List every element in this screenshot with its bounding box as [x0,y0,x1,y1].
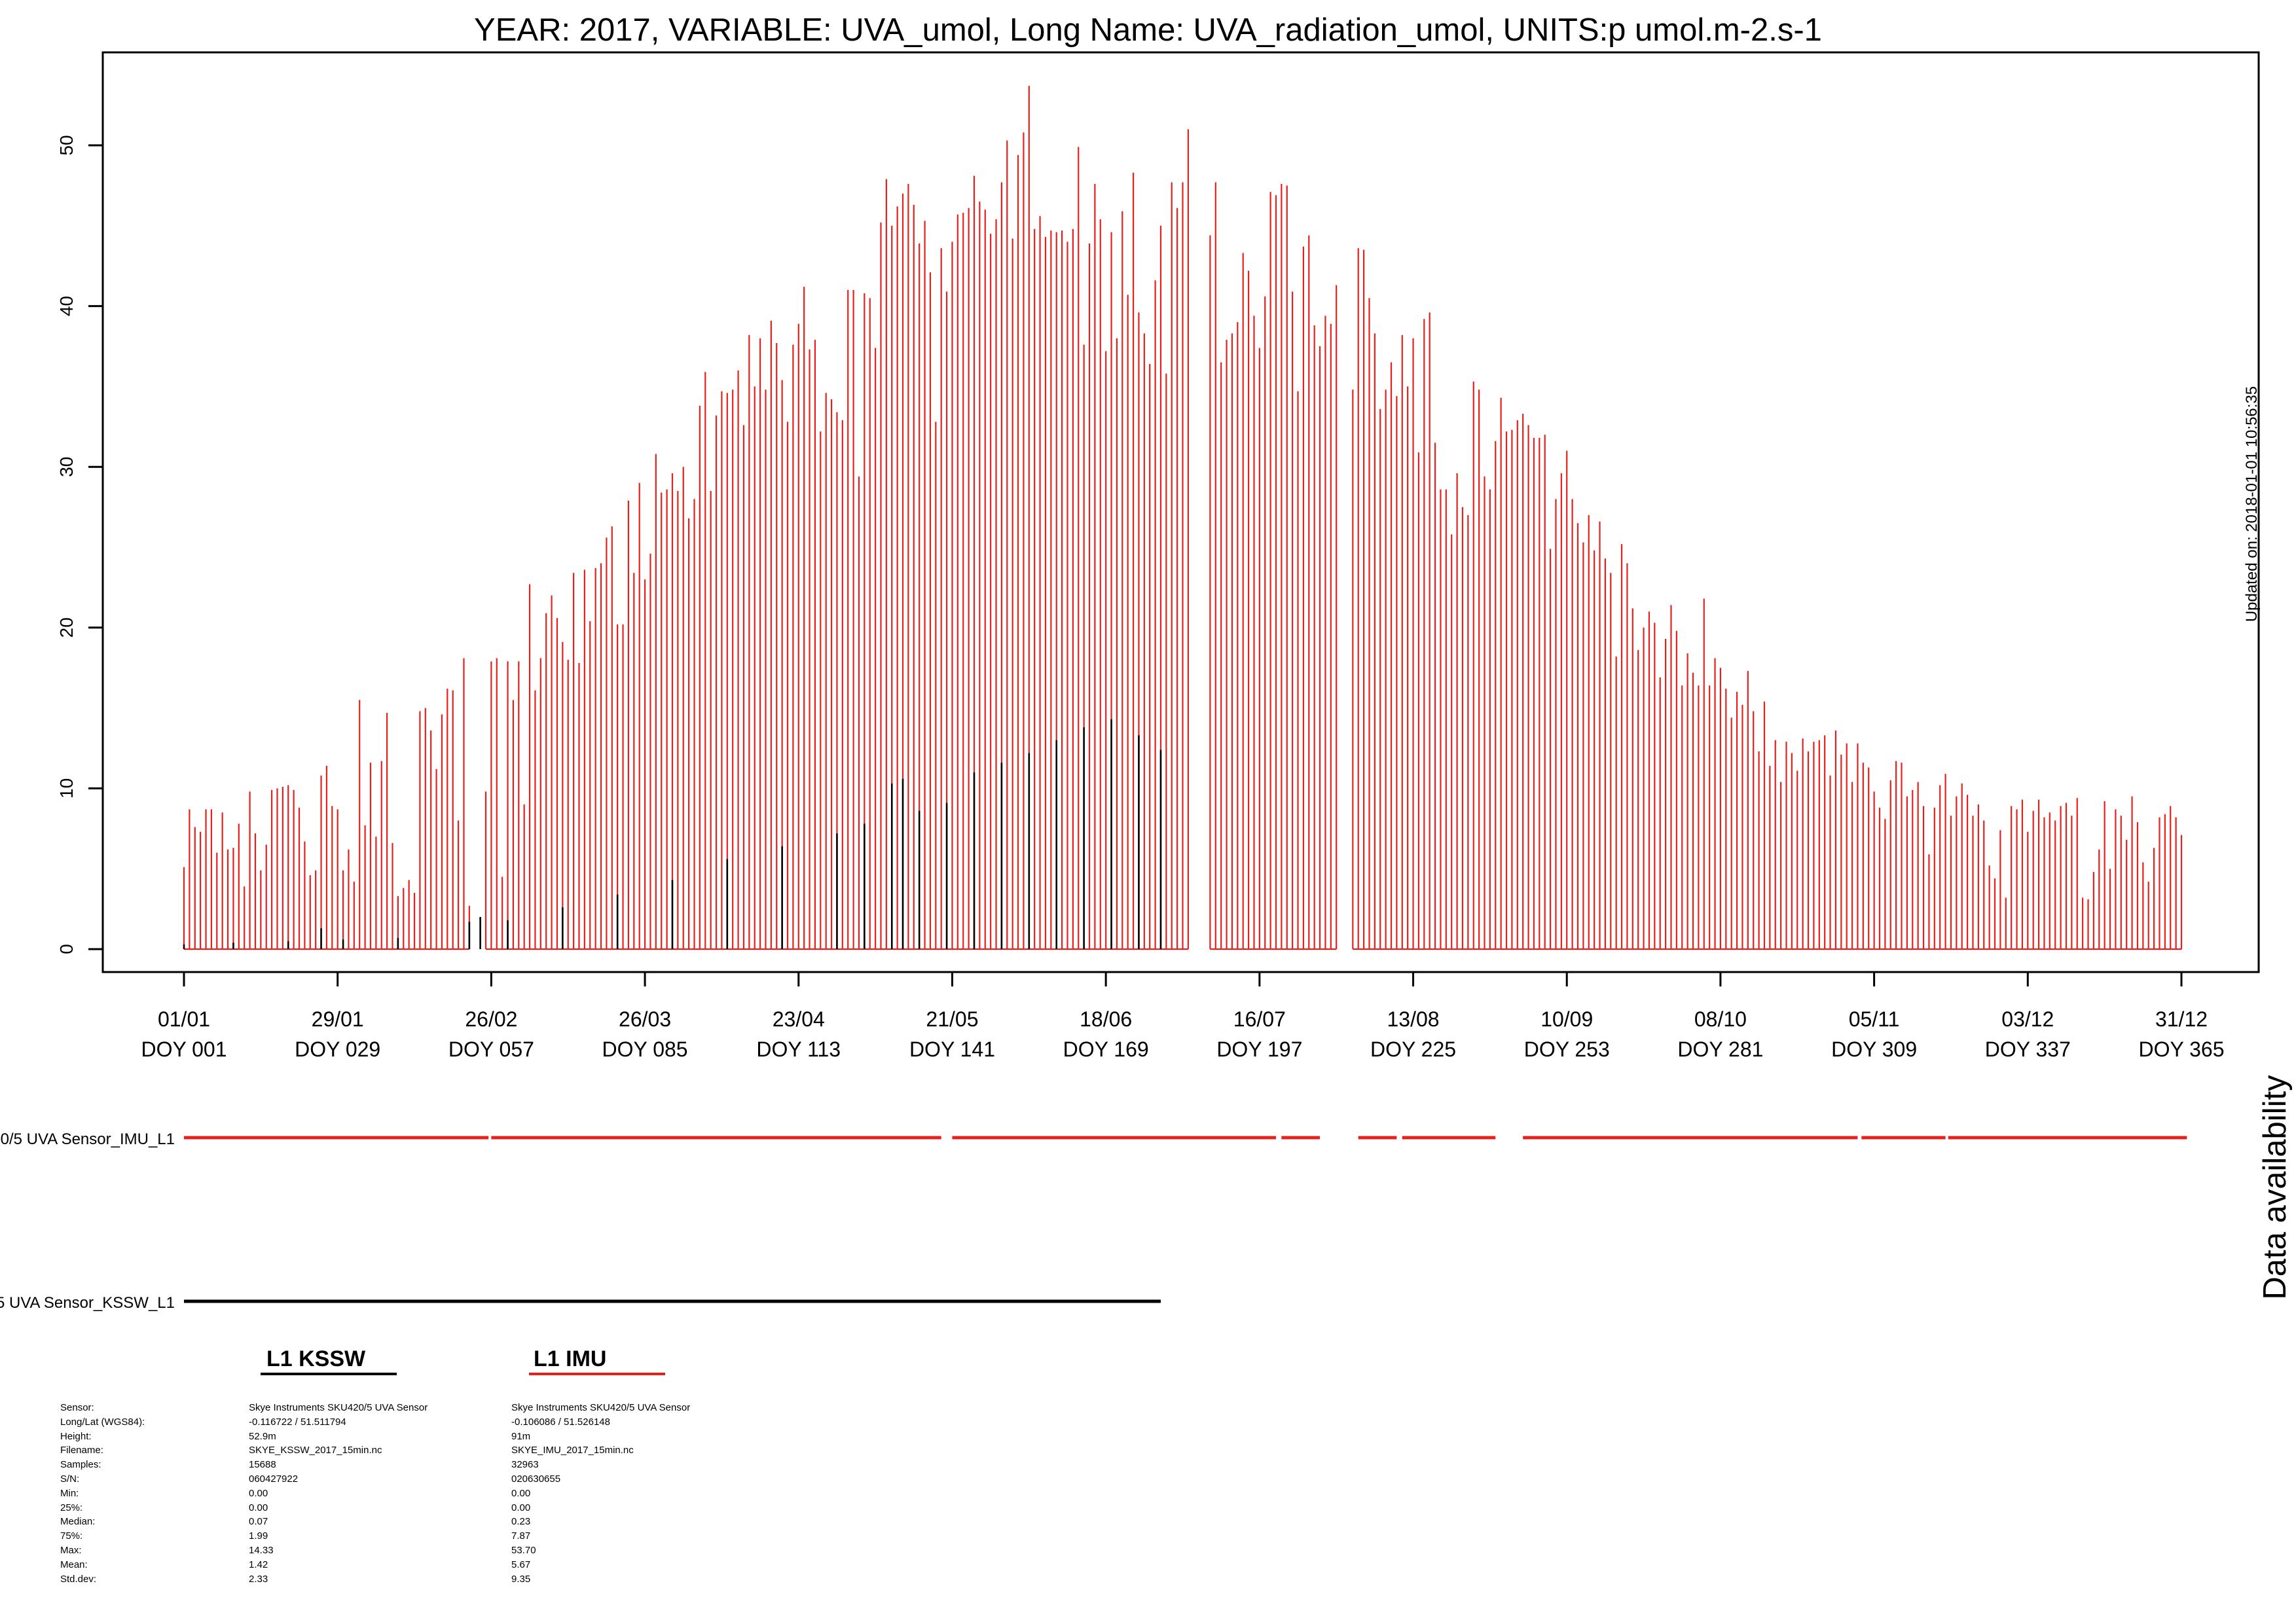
legend-imu-label: L1 IMU [534,1346,607,1371]
plot-area [101,51,2260,973]
x-tick-doy-label: DOY 057 [448,1038,534,1061]
x-tick-date-label: 16/07 [1233,1007,1286,1031]
info-label: Mean: [60,1559,88,1570]
info-imu-value: 0.00 [511,1502,531,1513]
info-label: Median: [60,1516,96,1528]
info-label: Height: [60,1430,92,1442]
x-tick-doy-label: DOY 141 [909,1038,995,1061]
info-label: Sensor: [60,1402,94,1413]
info-kssw-value: 1.99 [249,1530,268,1542]
info-kssw-value: 0.00 [249,1487,268,1499]
x-tick-date-label: 26/03 [619,1007,671,1031]
info-kssw-value: 060427922 [249,1473,299,1485]
info-label: 25%: [60,1502,83,1513]
info-label: Std.dev: [60,1573,97,1585]
plot-frame [101,51,2260,973]
info-imu-value: 91m [511,1430,531,1442]
y-tick-label: 0 [56,944,77,954]
info-kssw-value: 14.33 [249,1544,274,1556]
info-kssw-value: 2.33 [249,1573,268,1585]
info-kssw-value: SKYE_KSSW_2017_15min.nc [249,1445,382,1456]
x-tick-date-label: 13/08 [1387,1007,1439,1031]
info-imu-column: Skye Instruments SKU420/5 UVA Sensor -0.1… [511,1401,690,1586]
x-tick-doy-label: DOY 281 [1677,1038,1763,1061]
info-label: S/N: [60,1473,80,1485]
y-tick-label: 40 [56,296,77,316]
x-tick-doy-label: DOY 085 [602,1038,688,1061]
info-kssw-value: 52.9m [249,1430,276,1442]
x-tick-doy-label: DOY 337 [1985,1038,2071,1061]
x-tick-date-label: 26/02 [465,1007,517,1031]
sensor-info-table: Sensor: Long/Lat (WGS84): Height: Filename:… [60,1401,977,1597]
x-tick-doy-label: DOY 225 [1370,1038,1456,1061]
info-imu-value: 5.67 [511,1559,531,1570]
x-tick-doy-label: DOY 169 [1063,1038,1149,1061]
info-label: Max: [60,1544,82,1556]
x-tick-date-label: 05/11 [1849,1007,1900,1031]
series-layer [183,86,2183,950]
info-kssw-value: 0.07 [249,1516,268,1528]
x-tick-date-label: 10/09 [1540,1007,1593,1031]
y-tick-label: 50 [56,135,77,155]
x-tick-doy-label: DOY 309 [1831,1038,1917,1061]
info-imu-value: -0.106086 / 51.526148 [511,1416,610,1428]
info-kssw-value: 1.42 [249,1559,268,1570]
x-axis: 01/01 DOY 001 29/01 DOY 029 26/02 DOY 057 26/0… [141,971,2225,1061]
info-label: Samples: [60,1459,101,1471]
info-kssw-column: Skye Instruments SKU420/5 UVA Sensor -0.1… [249,1401,428,1586]
info-label: Min: [60,1487,79,1499]
info-kssw-value: 15688 [249,1459,276,1471]
info-kssw-value: Skye Instruments SKU420/5 UVA Sensor [249,1402,428,1413]
x-tick-date-label: 01/01 [158,1007,210,1031]
updated-timestamp-text: Updated on: 2018-01-01 10:56:35 [2243,386,2261,623]
legend-kssw-line [261,1373,397,1375]
x-tick-date-label: 23/04 [773,1007,825,1031]
series-imu [183,86,2183,950]
info-imu-value: 32963 [511,1459,539,1471]
info-labels-column: Sensor: Long/Lat (WGS84): Height: Filename:… [60,1401,145,1586]
y-tick-label: 20 [56,617,77,638]
legend-kssw-label: L1 KSSW [266,1346,366,1371]
info-label: 75%: [60,1530,83,1542]
info-imu-value: SKYE_IMU_2017_15min.nc [511,1445,634,1456]
availability-title-text: Data availability [2257,1075,2293,1300]
info-label: Long/Lat (WGS84): [60,1416,145,1428]
info-imu-value: 7.87 [511,1530,531,1542]
availability-track-label: 20/5 UVA Sensor_IMU_L1 [0,1130,175,1148]
x-tick-doy-label: DOY 197 [1216,1038,1302,1061]
x-tick-doy-label: DOY 253 [1524,1038,1610,1061]
x-tick-date-label: 03/12 [2001,1007,2054,1031]
x-tick-doy-label: DOY 029 [295,1038,380,1061]
x-tick-date-label: 21/05 [926,1007,978,1031]
chart-title: YEAR: 2017, VARIABLE: UVA_umol, Long Nam… [474,12,1822,48]
availability-tracks: 20/5 UVA Sensor_IMU_L1/5 UVA Sensor_KSSW… [0,1130,2187,1312]
y-axis: 0 10 20 30 40 50 [56,135,104,954]
info-kssw-value: -0.116722 / 51.511794 [249,1416,346,1428]
info-imu-value: 020630655 [511,1473,561,1485]
info-kssw-value: 0.00 [249,1502,268,1513]
x-tick-date-label: 18/06 [1080,1007,1132,1031]
y-tick-label: 30 [56,457,77,477]
info-imu-value: 0.00 [511,1487,531,1499]
series-kssw [183,719,1162,949]
info-imu-value: Skye Instruments SKU420/5 UVA Sensor [511,1402,691,1413]
x-tick-doy-label: DOY 001 [141,1038,227,1061]
x-tick-date-label: 31/12 [2155,1007,2208,1031]
info-imu-value: 0.23 [511,1516,531,1528]
info-imu-value: 53.70 [511,1544,536,1556]
x-tick-date-label: 29/01 [312,1007,364,1031]
x-tick-doy-label: DOY 113 [756,1038,841,1061]
x-tick-date-label: 08/10 [1694,1007,1747,1031]
info-label: Filename: [60,1445,103,1456]
availability-track-label: /5 UVA Sensor_KSSW_L1 [0,1294,175,1312]
info-imu-value: 9.35 [511,1573,531,1585]
y-tick-label: 10 [56,778,77,799]
x-tick-doy-label: DOY 365 [2138,1038,2224,1061]
legend-imu-line [529,1373,665,1375]
